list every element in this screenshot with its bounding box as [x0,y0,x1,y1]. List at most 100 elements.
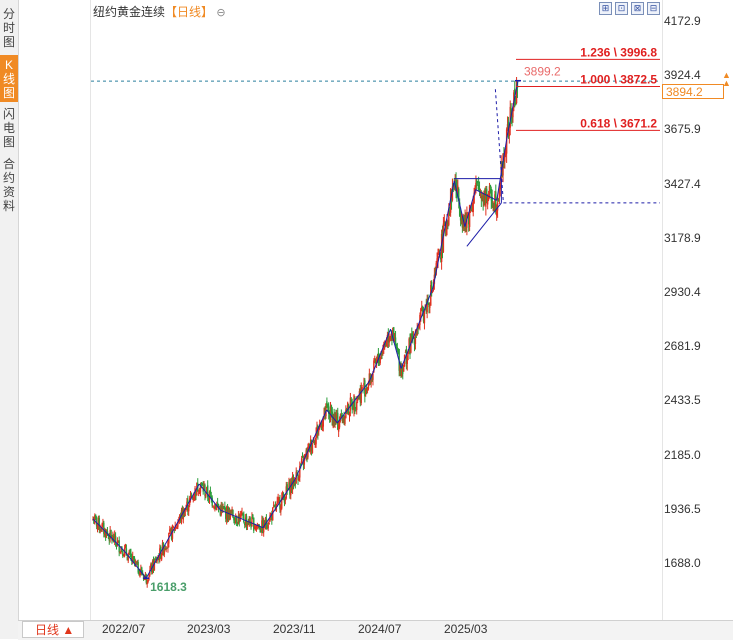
period-indicator[interactable]: 【日线】 [165,5,214,19]
candle-body [203,485,205,490]
candle-body [496,202,499,211]
sidebar-tab-2[interactable]: 闪电图 [0,104,18,151]
candle-body [354,397,356,409]
candle-body [366,387,369,391]
candle-body [164,548,166,550]
zoom-in-icon[interactable]: ⊡ [615,2,628,15]
play-icon[interactable]: ⊠ [631,2,644,15]
candle-body [379,357,381,364]
candle-body [263,521,266,528]
candle-body [215,505,217,510]
candle-body [144,574,147,577]
sidebar-tab-char: 资 [2,185,15,199]
candle-body [509,106,511,128]
candle-body [463,215,465,226]
candle-body [210,495,213,498]
move-icon[interactable]: ⊞ [599,2,612,15]
candle-body [123,555,125,557]
candle-body [214,503,216,508]
sidebar-tab-0[interactable]: 分时图 [0,4,18,51]
candle-body [108,536,110,541]
candle-body [126,556,129,561]
wave-segment [432,180,455,288]
candle-body [381,352,383,356]
candle-body [504,151,506,162]
y-tick-label: 2681.9 [664,339,701,354]
candle-body [244,523,246,526]
candle-body [332,415,334,428]
candle-body [343,414,345,423]
candle-body [473,192,475,203]
candle-body [364,380,366,397]
candle-body [337,424,340,432]
candle-body [471,210,474,212]
candle-body [338,421,341,428]
wave-segment [326,409,338,424]
candle-body [415,336,418,338]
candle-body [448,211,450,225]
sidebar-tab-char: 料 [2,199,15,213]
candle-body [428,303,430,307]
candle-body [420,308,422,316]
candle-body [259,530,261,532]
sidebar-tab-3[interactable]: 合约资料 [0,154,18,214]
candle-body [350,400,352,402]
candle-body [189,495,192,500]
candle-body [212,506,214,508]
candle-body [421,306,423,311]
candle-body [418,325,420,328]
candle-body [251,516,253,527]
candle-body [487,197,490,201]
collapse-icon[interactable]: ⊖ [216,7,226,19]
candle-body [423,310,426,324]
wave-segment [336,381,370,424]
candle-body [389,336,391,338]
candle-body [402,365,404,375]
candle-body [481,195,483,201]
candle-body [495,191,497,213]
candle-body [209,490,212,494]
candle-body [182,508,185,520]
candle-body [400,363,402,375]
sidebar-tab-char: 分 [2,7,15,21]
wave-segment [453,180,466,227]
candle-body [505,153,507,155]
candle-body [113,535,115,543]
candle-body [172,526,175,528]
candle-body [328,405,330,414]
candle-body [308,443,310,447]
candle-body [348,413,351,416]
candle-body [372,373,374,380]
candle-body [324,407,326,416]
candle-body [174,526,176,531]
candle-body [286,484,288,490]
candle-body [283,494,286,503]
candle-body [142,574,145,580]
candle-body [252,514,254,519]
candle-body [477,184,480,191]
candle-body [468,205,471,227]
candle-body [457,185,459,194]
candle-body [494,194,496,211]
candle-body [102,523,104,526]
scroll-up-icon[interactable]: ▲ ▲ [722,70,731,88]
candle-body [97,517,100,526]
candle-body [333,412,335,424]
candle-body [331,411,334,426]
period-selector[interactable]: 日线 ▲ [22,621,84,638]
wave-segment [464,189,476,227]
candle-body [470,209,473,211]
candle-body [455,179,457,191]
candle-body [416,328,418,336]
candle-body [188,506,190,512]
candle-body [268,522,270,525]
settings-icon[interactable]: ⊟ [647,2,660,15]
candle-body [492,206,494,208]
candle-body [321,424,324,429]
candle-body [397,351,399,353]
candle-body [254,527,257,529]
candle-body [399,363,401,373]
y-tick-label: 4172.9 [664,14,701,28]
